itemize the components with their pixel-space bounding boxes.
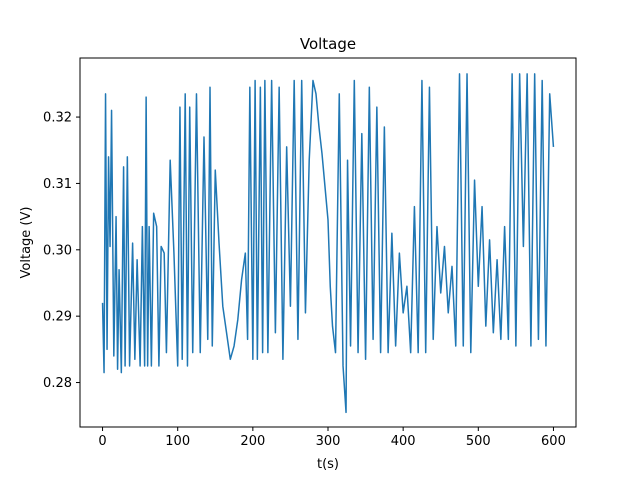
y-tick-label: 0.30 <box>43 243 72 258</box>
y-tick-label: 0.29 <box>43 310 72 325</box>
y-tick-label: 0.31 <box>43 177 72 192</box>
y-tick-label: 0.28 <box>43 376 72 391</box>
x-tick-label: 200 <box>240 434 265 449</box>
x-tick-label: 400 <box>391 434 416 449</box>
y-axis-label: Voltage (V) <box>19 207 34 279</box>
y-tick-label: 0.32 <box>43 111 72 126</box>
x-tick-label: 100 <box>165 434 190 449</box>
voltage-series-line <box>101 73 555 414</box>
x-axis-label: t(s) <box>317 457 339 472</box>
series-layer <box>101 73 555 414</box>
x-tick-label: 300 <box>316 434 341 449</box>
x-tick-label: 600 <box>541 434 566 449</box>
x-axis-ticks: 0 100 200 300 400 500 600 <box>98 427 566 449</box>
y-axis-ticks: 0.28 0.29 0.30 0.31 0.32 <box>43 111 80 391</box>
x-tick-label: 0 <box>98 434 106 449</box>
plot-frame <box>79 57 577 428</box>
chart-title: Voltage <box>300 35 356 53</box>
x-tick-label: 500 <box>466 434 491 449</box>
